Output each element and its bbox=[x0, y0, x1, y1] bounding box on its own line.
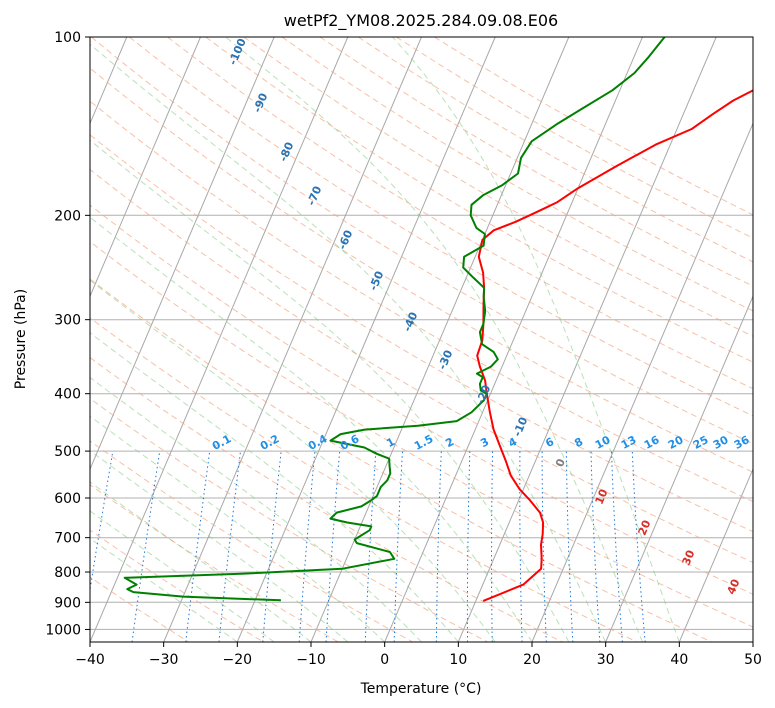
x-tick-label: 10 bbox=[449, 652, 467, 668]
dry-adiabat-line bbox=[90, 317, 638, 642]
moist-adiabat-line bbox=[90, 537, 238, 642]
x-tick-label: −20 bbox=[223, 652, 253, 668]
moist-adiabat-line bbox=[392, 37, 680, 642]
y-tick-label: 900 bbox=[54, 595, 81, 611]
mixing-ratio-line bbox=[541, 451, 547, 642]
dry-adiabat-line bbox=[90, 440, 414, 642]
mixing-ratio-line bbox=[325, 451, 341, 642]
y-tick-label: 800 bbox=[54, 565, 81, 581]
y-tick-label: 1000 bbox=[45, 622, 81, 638]
dry-adiabat-line bbox=[90, 356, 563, 642]
mixing-ratio-line bbox=[90, 451, 114, 593]
y-tick-label: 300 bbox=[54, 313, 81, 329]
mixing-ratio-line bbox=[298, 451, 316, 642]
plot-frame bbox=[89, 36, 754, 643]
chart-title: wetPf2_YM08.2025.284.09.08.E06 bbox=[284, 11, 558, 31]
moist-adiabat-line bbox=[225, 37, 643, 642]
mixing-ratio-line bbox=[131, 451, 161, 642]
isotherm-line bbox=[752, 640, 753, 642]
dry-adiabat-line bbox=[90, 278, 712, 642]
moist-adiabat-line bbox=[90, 415, 386, 642]
moist-adiabat-line bbox=[90, 216, 533, 642]
mixing-ratio-line bbox=[565, 451, 574, 642]
y-tick-label: 500 bbox=[54, 444, 81, 460]
dry-adiabat-line bbox=[90, 397, 488, 642]
mixing-ratio-line bbox=[611, 451, 623, 642]
mixing-ratio-line bbox=[435, 451, 442, 642]
mixing-ratio-line bbox=[491, 451, 494, 642]
mixing-ratio-label: 16 bbox=[642, 433, 662, 452]
mixing-ratio-line bbox=[262, 451, 282, 642]
mixing-ratio-line bbox=[364, 451, 377, 642]
mixing-ratio-line bbox=[218, 451, 241, 642]
dry-adiabat-line bbox=[90, 168, 753, 564]
moist-adiabat-line bbox=[90, 139, 570, 642]
background-lines bbox=[90, 37, 753, 642]
mixing-ratio-label: 25 bbox=[691, 433, 711, 452]
plot-background bbox=[90, 37, 753, 642]
x-axis-label: Temperature (°C) bbox=[360, 681, 482, 697]
x-tick-label: 50 bbox=[744, 652, 762, 668]
moist-adiabat-line bbox=[90, 510, 275, 642]
moist-adiabat-line bbox=[90, 279, 496, 642]
dry-adiabat-line bbox=[90, 204, 753, 595]
isotherm-line bbox=[236, 37, 496, 642]
mixing-ratio-line bbox=[631, 451, 646, 642]
isotherm-line bbox=[531, 122, 753, 642]
isotherm-line bbox=[605, 295, 753, 642]
mixing-ratio-label: 20 bbox=[666, 433, 686, 452]
isotherm-label: 30 bbox=[680, 548, 698, 567]
moist-adiabat-line bbox=[90, 332, 459, 642]
y-tick-label: 100 bbox=[54, 30, 81, 46]
x-tick-label: −10 bbox=[296, 652, 326, 668]
mixing-ratio-line bbox=[590, 451, 601, 642]
y-tick-label: 400 bbox=[54, 387, 81, 403]
isotherm-label: 20 bbox=[636, 518, 654, 537]
mixing-ratio-line bbox=[185, 451, 211, 642]
dry-adiabat-line bbox=[90, 241, 753, 628]
x-tick-label: 30 bbox=[597, 652, 615, 668]
profile-line bbox=[476, 89, 753, 602]
dry-adiabat-line bbox=[90, 576, 190, 642]
y-tick-label: 700 bbox=[54, 531, 81, 547]
y-axis-label: Pressure (hPa) bbox=[13, 289, 29, 389]
line-labels: -100-90-80-70-60-50-40-30-20-10010203040… bbox=[210, 36, 752, 596]
isotherm-line bbox=[384, 37, 643, 642]
profile-lines bbox=[123, 37, 753, 602]
x-tick-label: 20 bbox=[523, 652, 541, 668]
mixing-ratio-label: 30 bbox=[711, 433, 731, 452]
isotherm-label: 40 bbox=[725, 577, 743, 596]
profile-line bbox=[123, 37, 666, 602]
x-tick-label: −30 bbox=[149, 652, 179, 668]
isotherm-line bbox=[90, 37, 275, 471]
isotherm-line bbox=[90, 37, 201, 298]
moist-adiabat-line bbox=[90, 43, 607, 642]
dry-adiabat-line bbox=[90, 100, 753, 503]
axes: −40 −30 −20 −10 0 10 20 30 40 50 100 200 300 400 500 60… bbox=[45, 30, 762, 668]
dry-adiabat-line bbox=[90, 134, 753, 533]
mixing-ratio-line bbox=[466, 451, 471, 642]
x-tick-label: −40 bbox=[75, 652, 105, 668]
moist-adiabat-line bbox=[90, 481, 312, 642]
mixing-ratio-label: 10 bbox=[593, 433, 613, 452]
mixing-ratio-line bbox=[393, 451, 403, 642]
x-tick-label: 0 bbox=[380, 652, 389, 668]
x-tick-label: 40 bbox=[670, 652, 688, 668]
mixing-ratio-label: 36 bbox=[732, 433, 752, 452]
isotherm-label: 10 bbox=[593, 487, 611, 506]
y-tick-label: 200 bbox=[54, 208, 81, 224]
y-tick-label: 600 bbox=[54, 491, 81, 507]
mixing-ratio-label: 13 bbox=[619, 433, 639, 452]
mixing-ratio-line bbox=[519, 451, 523, 642]
isotherm-line bbox=[163, 37, 422, 642]
isotherm-line bbox=[678, 467, 753, 642]
